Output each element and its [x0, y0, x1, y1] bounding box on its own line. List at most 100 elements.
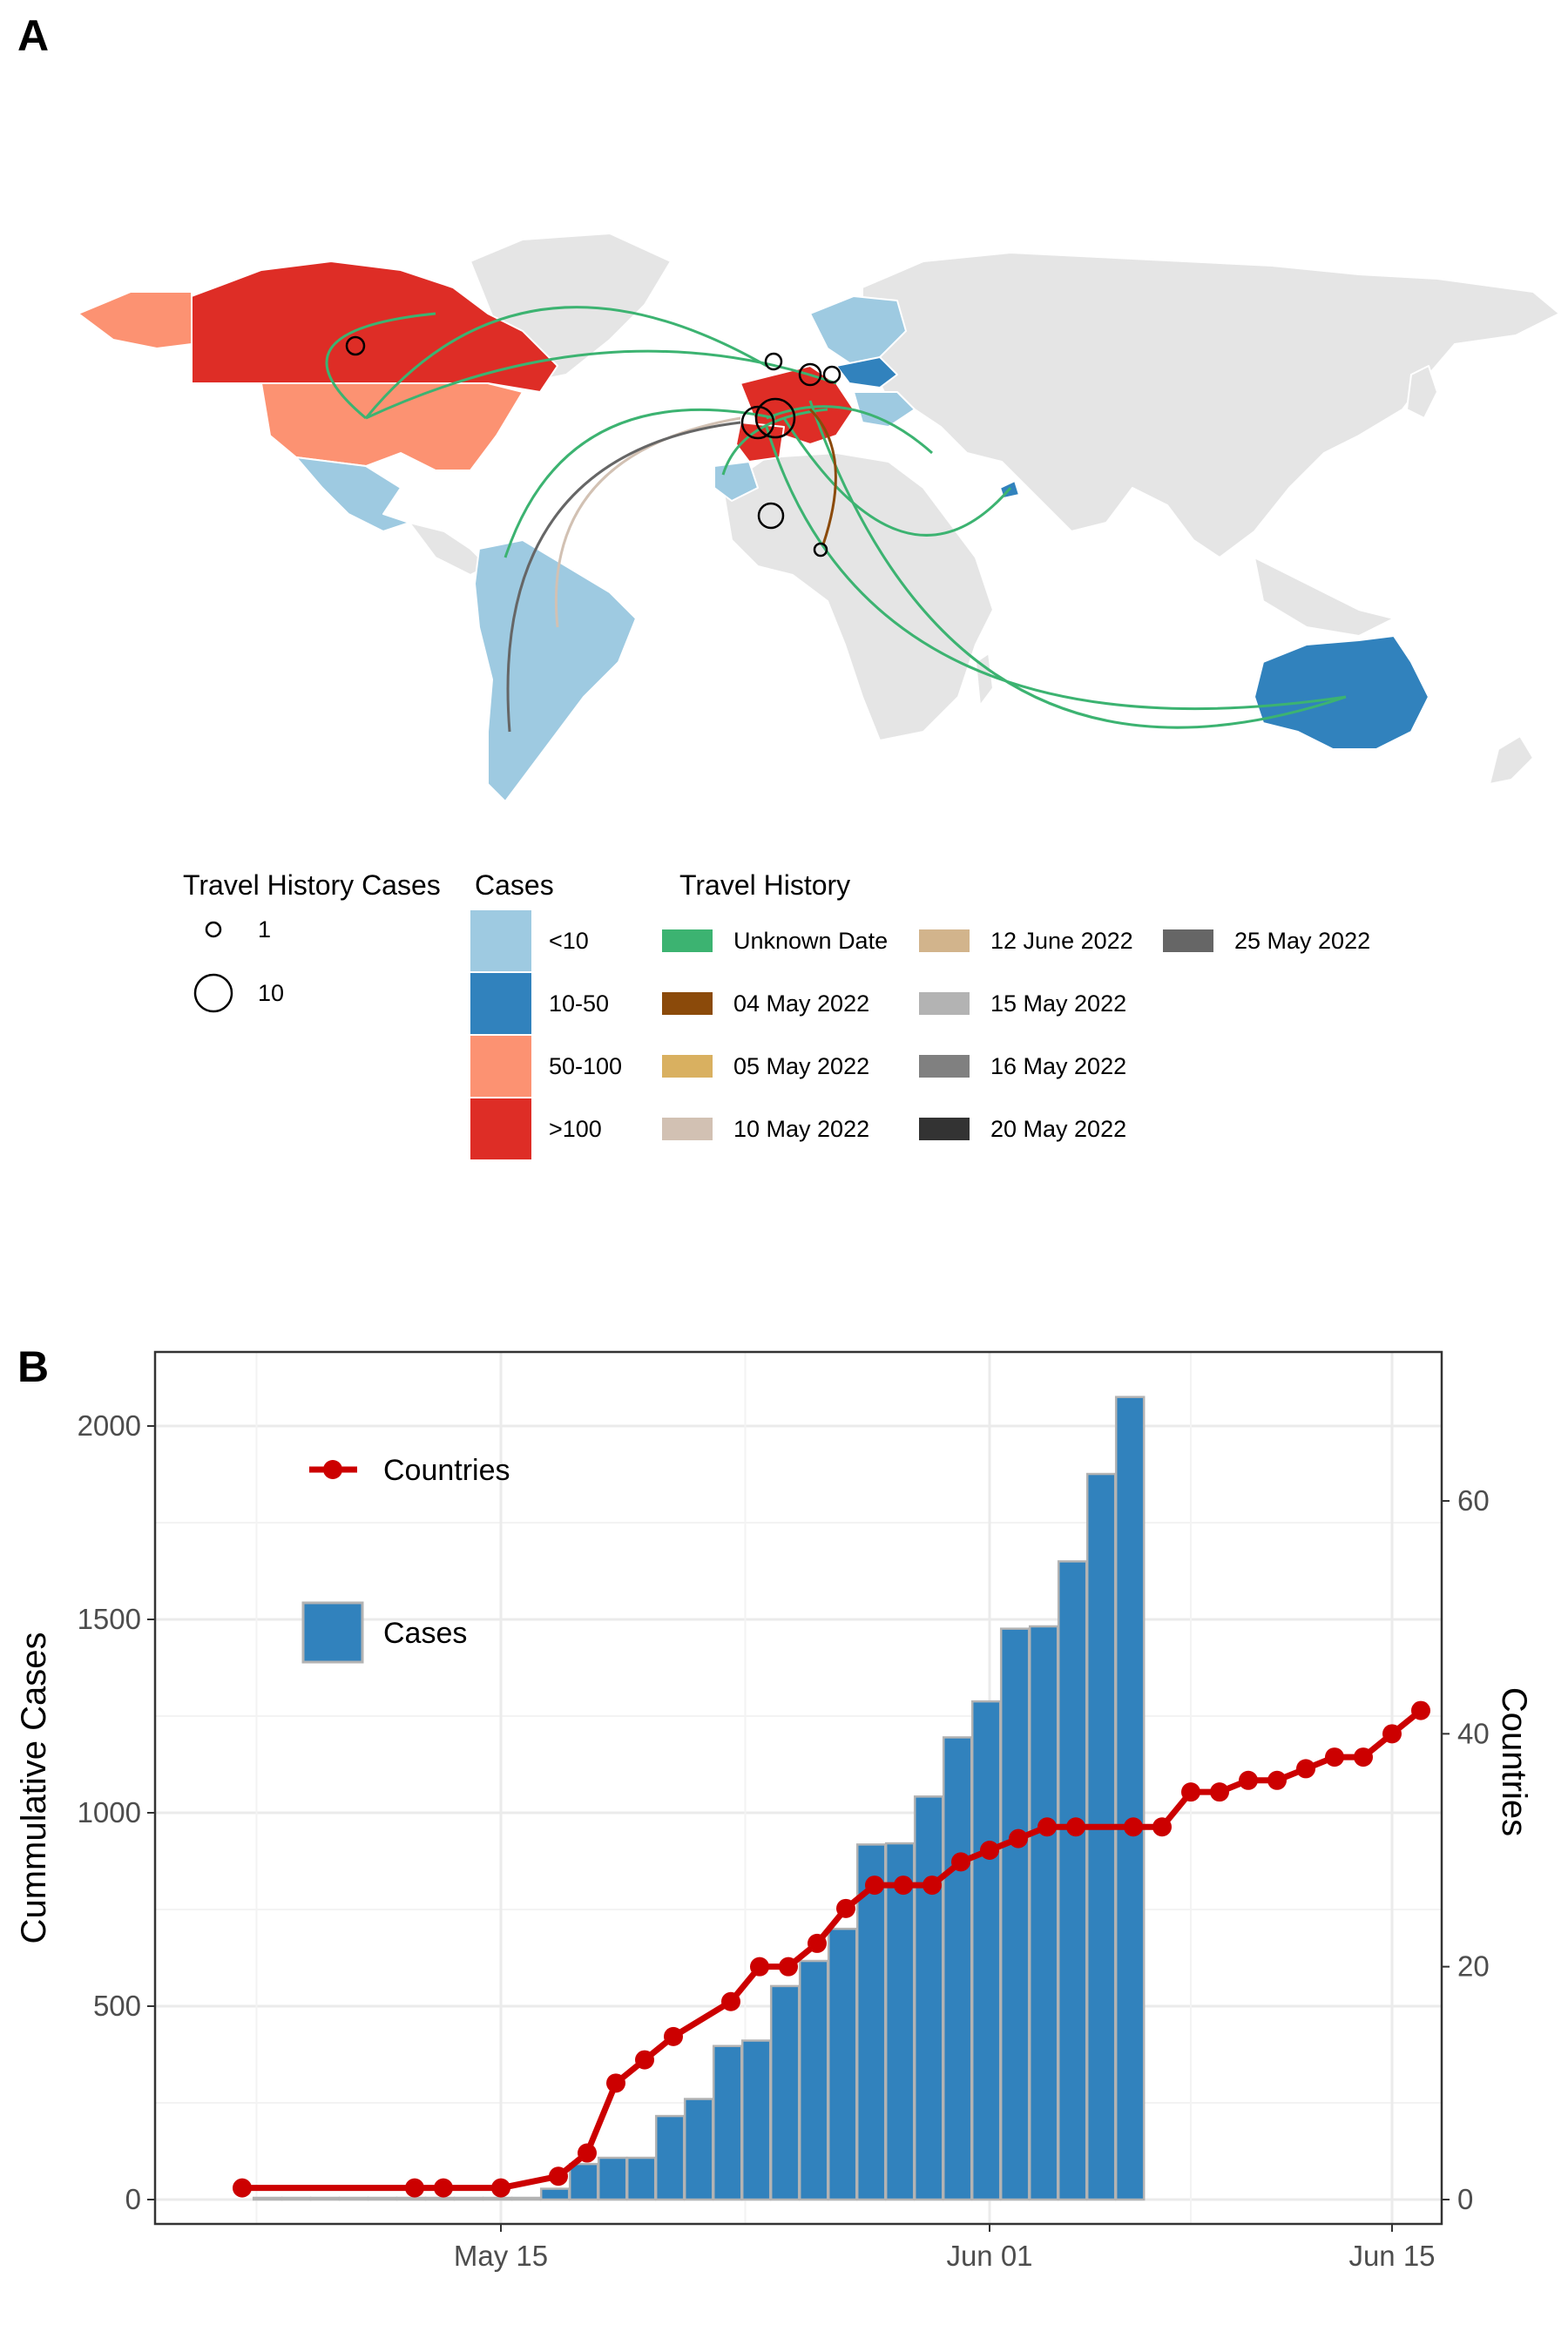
alaska-shape	[78, 291, 193, 349]
countries-point	[1267, 1770, 1287, 1790]
bar	[568, 2162, 599, 2201]
countries-point	[750, 1957, 769, 1977]
travel-history-legend-label: 12 June 2022	[990, 927, 1133, 954]
arc-unknown-6	[765, 426, 1347, 711]
bar	[769, 1984, 801, 2201]
bar	[884, 1842, 916, 2201]
legend-point-swatch	[323, 1460, 342, 1479]
bar	[1114, 1396, 1146, 2201]
arc-unknown-3	[365, 349, 837, 420]
countries-point	[491, 2178, 510, 2198]
bar	[1028, 1625, 1059, 2201]
cases-swatch	[470, 973, 531, 1034]
countries-point	[1325, 1747, 1344, 1767]
travel-history-legend-label: 05 May 2022	[733, 1052, 870, 1079]
bar	[280, 2196, 312, 2201]
madagascar-shape	[975, 652, 994, 706]
legend-cases-label: Cases	[383, 1617, 467, 1650]
cases-swatch	[470, 1098, 531, 1159]
iberia-shape	[735, 422, 785, 463]
y-tick-label: 500	[93, 1990, 141, 2022]
travel-history-legend-item: 20 May 2022	[919, 1107, 1126, 1151]
bar	[712, 2044, 743, 2201]
countries-point	[894, 1876, 913, 1896]
chart-legend: Countries Cases	[301, 1454, 510, 1664]
travel-history-swatch	[919, 1055, 970, 1078]
y2-tick-label: 0	[1457, 2183, 1473, 2215]
countries-point	[1124, 1817, 1143, 1837]
case-circle-poland	[822, 365, 841, 384]
bar	[913, 1795, 944, 2201]
travel-cases-legend-title: Travel History Cases	[183, 869, 441, 901]
y2-tick-label: 40	[1457, 1717, 1490, 1749]
travel-history-swatch	[919, 1118, 970, 1140]
east-europe-shape	[835, 356, 898, 389]
bar	[252, 2196, 283, 2201]
arc-unknown-8	[766, 405, 933, 455]
bar	[1085, 1472, 1117, 2201]
travel-history-swatch	[662, 929, 713, 952]
countries-point	[1296, 1759, 1315, 1779]
cases-swatch	[470, 910, 531, 971]
travel-history-legend-label: 16 May 2022	[990, 1052, 1127, 1079]
bar	[367, 2196, 398, 2201]
bar-series	[252, 1396, 1146, 2201]
bar	[453, 2196, 484, 2201]
countries-point	[1210, 1782, 1229, 1802]
japan-shape	[1406, 365, 1438, 419]
panel-a-label: A	[17, 11, 50, 60]
travel-history-swatch	[662, 1055, 713, 1078]
travel-history-legend-item: 12 June 2022	[919, 919, 1133, 963]
countries-point	[1066, 1817, 1085, 1837]
arc-unknown-9	[721, 408, 828, 476]
x-tick-label: Jun 01	[946, 2240, 1032, 2272]
case-circle-france-b	[754, 397, 796, 439]
bar	[970, 1700, 1002, 2201]
travel-cases-item-1: 1	[183, 908, 271, 951]
countries-point	[836, 1898, 855, 1918]
travel-history-legend-item: 05 May 2022	[662, 1044, 869, 1088]
countries-point	[606, 2073, 625, 2093]
countries-point	[1239, 1770, 1258, 1790]
line-series	[233, 1700, 1430, 2198]
travel-history-legend-title: Travel History	[679, 869, 851, 901]
small-circle-icon	[205, 921, 222, 938]
bar	[597, 2156, 628, 2201]
countries-point	[865, 1876, 884, 1896]
travel-history-swatch	[662, 1118, 713, 1140]
bar	[942, 1736, 973, 2201]
travel-cases-label-1: 1	[258, 916, 272, 943]
countries-point	[578, 2143, 597, 2163]
bar	[654, 2114, 686, 2201]
y-tick-label: 2000	[78, 1409, 141, 1442]
arc-unknown-5	[808, 400, 1347, 729]
travel-history-swatch	[1163, 929, 1213, 952]
bar	[510, 2196, 542, 2201]
countries-point	[1181, 1782, 1200, 1802]
travel-history-legend-label: 04 May 2022	[733, 990, 870, 1017]
cases-legend-item: 50-100	[470, 1036, 622, 1097]
mexico-shape	[295, 456, 410, 532]
travel-cases-label-10: 10	[258, 979, 285, 1006]
y-tick-label: 1500	[78, 1603, 141, 1635]
bar	[424, 2196, 456, 2201]
countries-point	[549, 2166, 568, 2186]
arc-25may	[506, 421, 741, 733]
southeast-asia-shape	[1254, 557, 1395, 637]
bar	[1057, 1560, 1088, 2201]
countries-point	[664, 2026, 683, 2046]
countries-point	[980, 1841, 999, 1860]
nz-shape	[1489, 735, 1534, 785]
y-tick-label: 0	[125, 2183, 141, 2215]
bar	[625, 2156, 657, 2201]
balkans-shape	[853, 391, 916, 428]
countries-point	[233, 2178, 252, 2198]
panel-b-label: B	[17, 1342, 50, 1391]
countries-point	[635, 2050, 654, 2070]
cases-legend-item: >100	[470, 1098, 602, 1159]
travel-history-legend-item: 15 May 2022	[919, 982, 1126, 1025]
countries-point	[1382, 1724, 1402, 1744]
countries-point	[923, 1876, 942, 1896]
countries-point	[1354, 1747, 1373, 1767]
case-circle-france-a	[740, 405, 775, 440]
